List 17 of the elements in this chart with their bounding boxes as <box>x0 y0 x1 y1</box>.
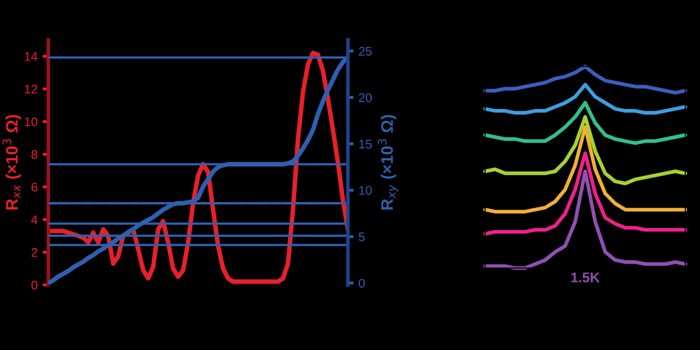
y-tick-label: 14 <box>24 52 38 61</box>
y2-tick-label: 5 <box>358 232 365 242</box>
y-tick-label: 12 <box>24 84 38 94</box>
y2-tick-label: 10 <box>359 186 372 195</box>
y2-tick-label: 0 <box>358 278 365 288</box>
y-tick-label: 4 <box>31 215 38 224</box>
y-tick-label: 10 <box>24 117 38 126</box>
y-axis-title: R$_{xx}$ (×10$^{3}$ Ω) <box>2 114 22 210</box>
y2-tick-label: 20 <box>358 93 372 102</box>
y2-tick-label: 15 <box>359 140 372 148</box>
text: 1.5K <box>571 272 600 282</box>
y-tick-label: 2 <box>32 248 38 257</box>
y2-axis-title: R$_{xy}$ (×10$^{3}$ Ω) <box>378 114 398 210</box>
y-tick-label: 6 <box>32 182 38 192</box>
y-tick-label: 0 <box>31 280 38 290</box>
y-tick-label: 8 <box>31 150 38 159</box>
y2-tick-label: 25 <box>358 46 372 56</box>
